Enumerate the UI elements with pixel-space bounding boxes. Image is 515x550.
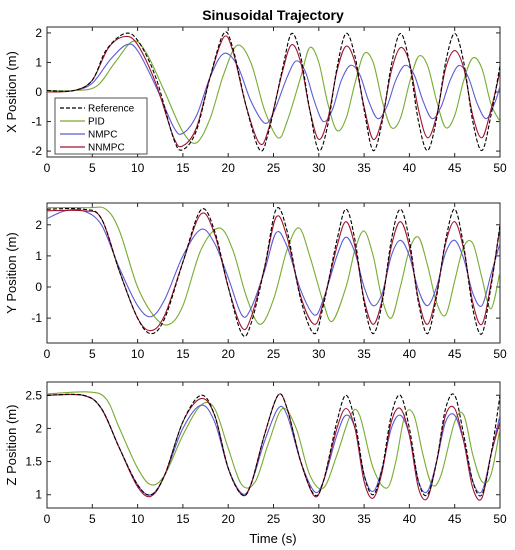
x-tick-label: 25 [267,512,281,526]
x-tick-label: 40 [403,161,417,175]
series-line-pid [47,391,500,490]
x-tick-label: 10 [131,161,145,175]
x-tick-label: 25 [267,161,281,175]
x-tick-label: 50 [493,347,507,361]
x-tick-label: 45 [448,347,462,361]
series-line-nmpc [47,208,500,318]
x-tick-label: 20 [222,512,236,526]
x-tick-label: 30 [312,161,326,175]
series-line-pid [47,40,500,144]
x-tick-label: 15 [176,512,190,526]
y-tick-label: -1 [31,311,42,325]
x-tick-label: 50 [493,512,507,526]
y-tick-label: 2 [35,26,42,40]
panel-1: 0 5 10 15 20 25 30 35 40 45 50 -1 0 1 2 Y Position (m) [4,202,507,361]
x-tick-label: 45 [448,161,462,175]
y-tick-label: 0 [35,85,42,99]
y-axis-label: Y Position (m) [4,232,19,313]
x-tick-label: 5 [89,512,96,526]
y-tick-label: -1 [31,115,42,129]
x-tick-label: 0 [44,347,51,361]
y-tick-label: 2 [35,218,42,232]
x-tick-label: 0 [44,512,51,526]
x-tick-label: 45 [448,512,462,526]
legend: Reference PID NMPC NNMPC [54,97,148,155]
y-tick-label: -2 [31,144,42,158]
x-axis-label: Time (s) [249,531,296,546]
y-tick-label: 1 [35,249,42,263]
x-tick-label: 5 [89,347,96,361]
x-tick-label: 30 [312,347,326,361]
y-tick-label: 2 [35,421,42,435]
axes-box [46,381,501,509]
x-tick-label: 20 [222,347,236,361]
y-tick-label: 0 [35,280,42,294]
series-line-reference [47,207,500,337]
x-tick-label: 35 [357,161,371,175]
series-line-reference [47,31,500,152]
x-tick-label: 15 [176,347,190,361]
panel-2: 0 5 10 15 20 25 30 35 40 45 50 1 1.5 2 2.5 Z Position (… [4,381,507,526]
y-tick-label: 2.5 [25,388,42,402]
y-axis-label: Z Position (m) [4,405,19,486]
x-tick-label: 10 [131,347,145,361]
x-tick-label: 15 [176,161,190,175]
y-tick-label: 1.5 [25,455,42,469]
x-tick-label: 40 [403,347,417,361]
x-tick-label: 10 [131,512,145,526]
y-tick-label: 1 [35,55,42,69]
series-line-pid [47,206,500,326]
chart-title: Sinusoidal Trajectory [202,7,344,23]
legend-entry: PID [88,117,105,128]
series-line-nmpc [47,43,500,135]
x-tick-label: 40 [403,512,417,526]
y-tick-label: 1 [35,488,42,502]
y-axis-label: X Position (m) [4,51,19,133]
legend-entry: NMPC [88,130,117,141]
legend-entry: Reference [88,104,135,115]
x-tick-label: 35 [357,512,371,526]
legend-box [54,97,148,155]
x-tick-label: 5 [89,161,96,175]
legend-entry: NNMPC [88,143,125,154]
series-line-nnmpc [47,393,500,501]
x-tick-label: 25 [267,347,281,361]
x-tick-label: 35 [357,347,371,361]
x-tick-label: 0 [44,161,51,175]
x-tick-label: 30 [312,512,326,526]
x-tick-label: 20 [222,161,236,175]
panel-0: 0 5 10 15 20 25 30 35 40 45 50 -2 -1 0 1 2 X Position (m… [4,26,507,175]
x-tick-label: 50 [493,161,507,175]
